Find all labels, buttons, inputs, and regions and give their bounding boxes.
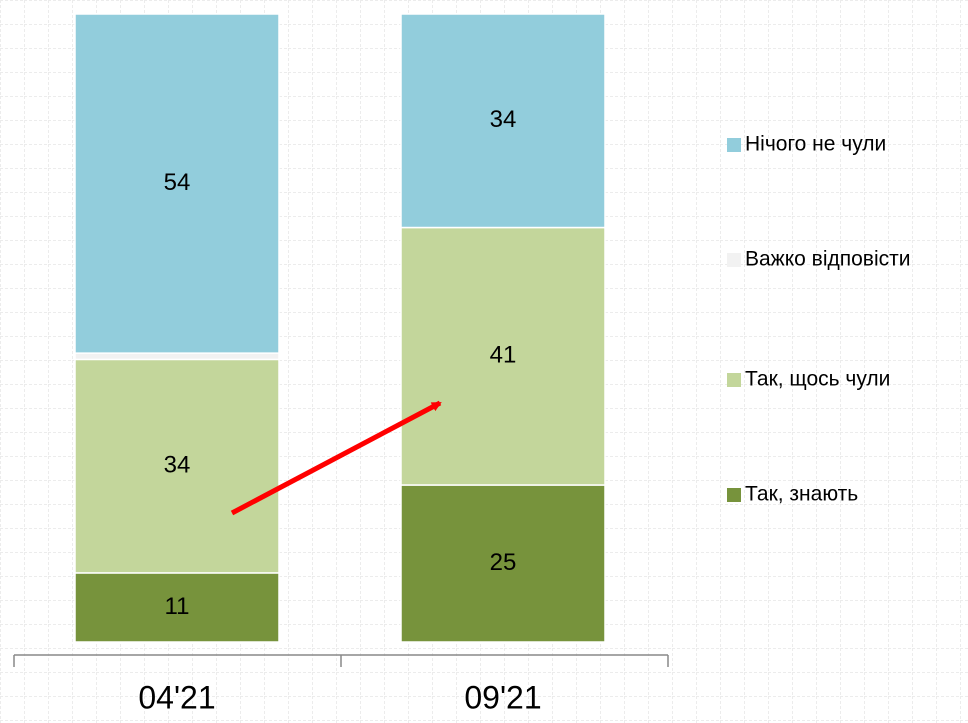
data-label: 34 <box>164 452 191 479</box>
bar-segment <box>400 13 606 229</box>
legend-swatch <box>727 488 741 502</box>
data-label: 25 <box>490 549 517 576</box>
data-label: 11 <box>165 593 190 620</box>
data-label: 41 <box>490 342 517 369</box>
trend-arrow <box>230 400 442 516</box>
bar-segment <box>74 572 280 643</box>
bar-segment <box>400 226 606 486</box>
legend-swatch <box>727 253 741 267</box>
legend-label: Нічого не чули <box>745 133 886 156</box>
data-label: 34 <box>490 106 517 133</box>
legend-label: Так, знають <box>745 483 858 506</box>
legend-label: Так, щось чули <box>745 368 890 391</box>
legend-swatch <box>727 138 741 152</box>
legend-label: Важко відповісти <box>745 248 910 271</box>
bar-segment <box>400 484 606 643</box>
data-label: 54 <box>164 169 191 196</box>
x-tick-label: 09'21 <box>464 679 541 715</box>
bar-segment <box>74 352 280 361</box>
x-tick-label: 04'21 <box>138 679 215 715</box>
bar-segment <box>74 13 280 354</box>
legend-swatch <box>727 373 741 387</box>
